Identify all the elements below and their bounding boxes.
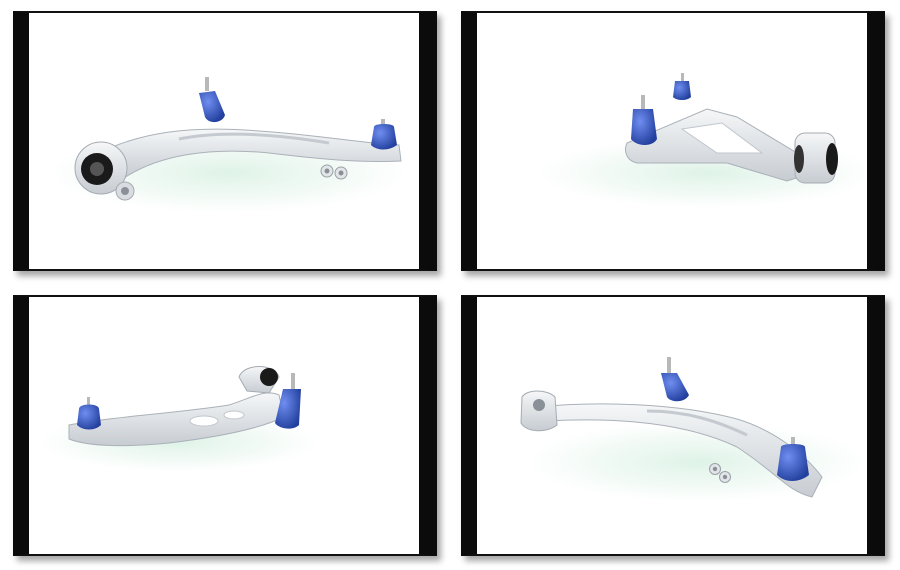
ball-joint-left	[77, 397, 101, 430]
photo-panel-1	[13, 11, 437, 271]
ball-joint-right	[275, 373, 301, 429]
nuts	[320, 164, 348, 180]
control-arm-photo-2	[537, 73, 867, 208]
control-arm-photo-3	[39, 366, 319, 472]
bushing-housing	[794, 132, 838, 184]
ball-joint-left	[631, 95, 657, 145]
ball-joint-right	[371, 119, 397, 150]
arm-body	[536, 403, 823, 498]
control-arm-photo-4	[520, 357, 867, 502]
ball-joint-upper	[661, 357, 689, 402]
ball-joint-top	[673, 73, 691, 100]
ball-joint-right	[777, 437, 809, 481]
bushing-housing	[520, 390, 558, 432]
photo-panel-2	[461, 11, 885, 271]
nuts	[709, 463, 731, 483]
bushing-housing	[238, 366, 280, 394]
photo-panel-3	[13, 295, 437, 556]
control-arm-photo-1	[49, 77, 409, 213]
photo-panel-4	[461, 295, 885, 556]
ball-joint-upper	[199, 77, 225, 123]
